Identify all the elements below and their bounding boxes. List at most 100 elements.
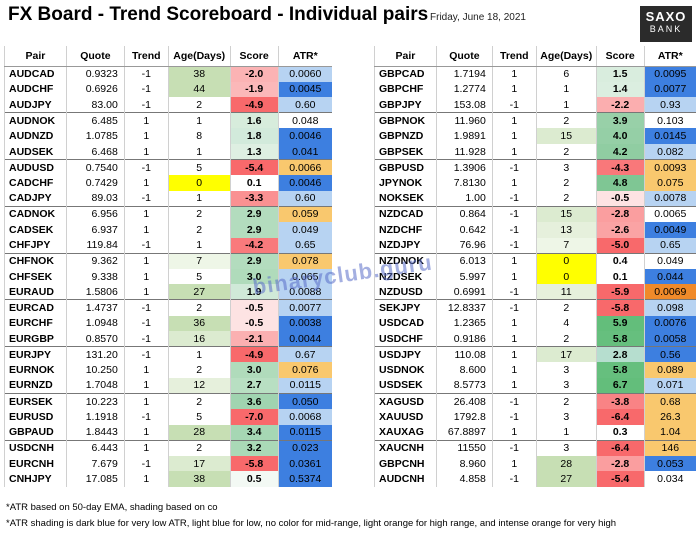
age-cell: 1	[167, 346, 231, 363]
table-row: EURNZD 1.7048 1 12 2.7 0.0115	[4, 377, 332, 394]
pair-cell: GBPJPY	[374, 97, 437, 113]
age-cell: 3	[535, 362, 597, 378]
quote-cell: 8.600	[435, 362, 493, 378]
atr-cell: 0.0065	[643, 205, 696, 222]
pair-cell: NZDSEK	[374, 268, 437, 285]
age-cell: 2	[535, 112, 597, 129]
table-row: USDJPY 110.08 1 17 2.8 0.56	[374, 346, 696, 363]
trend-cell: 1	[491, 455, 537, 472]
age-cell: 5	[167, 159, 231, 176]
pair-cell: NZDJPY	[374, 237, 437, 254]
pair-cell: GBPCHF	[374, 81, 437, 98]
age-cell: 0	[535, 268, 597, 285]
quote-cell: 67.8897	[435, 424, 493, 441]
pair-cell: EURJPY	[4, 346, 67, 363]
score-cell: 1.4	[595, 81, 645, 98]
score-cell: 3.0	[229, 362, 279, 378]
quote-cell: 0.8570	[65, 331, 125, 347]
pair-cell: AUDJPY	[4, 97, 67, 113]
trend-cell: 1	[123, 205, 169, 222]
table-row: XAUXAG 67.8897 1 1 0.3 1.04	[374, 424, 696, 441]
trend-cell: -1	[491, 221, 537, 238]
quote-cell: 6.443	[65, 439, 125, 456]
score-cell: -5.0	[595, 237, 645, 254]
atr-cell: 0.0361	[277, 455, 332, 472]
table-row: GBPUSD 1.3906 -1 3 -4.3 0.0093	[374, 159, 696, 176]
quote-cell: 83.00	[65, 97, 125, 113]
table-row: EURGBP 0.8570 -1 16 -2.1 0.0044	[4, 331, 332, 347]
quote-cell: 0.9186	[435, 331, 493, 347]
score-cell: 1.3	[229, 143, 279, 160]
table-row: NZDJPY 76.96 -1 7 -5.0 0.65	[374, 237, 696, 254]
score-cell: -1.9	[229, 81, 279, 98]
atr-cell: 0.049	[643, 252, 696, 269]
trend-cell: 1	[123, 362, 169, 378]
pair-cell: NZDUSD	[374, 284, 437, 300]
trend-cell: -1	[123, 299, 169, 316]
score-cell: -6.4	[595, 409, 645, 425]
table-row: USDSEK 8.5773 1 3 6.7 0.071	[374, 377, 696, 394]
atr-cell: 0.041	[277, 143, 332, 160]
quote-cell: 10.250	[65, 362, 125, 378]
age-cell: 28	[535, 455, 597, 472]
atr-cell: 0.071	[643, 377, 696, 394]
pair-cell: EURAUD	[4, 284, 67, 300]
pair-cell: CHFSEK	[4, 268, 67, 285]
age-cell: 2	[167, 299, 231, 316]
age-cell: 3	[535, 409, 597, 425]
quote-cell: 1.8443	[65, 424, 125, 441]
age-cell: 38	[167, 471, 231, 488]
age-cell: 2	[167, 439, 231, 456]
pair-cell: NZDCHF	[374, 221, 437, 238]
score-cell: 2.9	[229, 205, 279, 222]
trend-cell: -1	[491, 409, 537, 425]
age-cell: 8	[167, 128, 231, 144]
age-cell: 6	[535, 65, 597, 82]
atr-cell: 26.3	[643, 409, 696, 425]
atr-cell: 0.0077	[277, 299, 332, 316]
table-row: GBPSEK 11.928 1 2 4.2 0.082	[374, 143, 696, 160]
score-cell: 3.0	[229, 268, 279, 285]
table-row: GBPNOK 11.960 1 2 3.9 0.103	[374, 112, 696, 129]
col-header-score: Score	[595, 46, 645, 67]
age-cell: 3	[535, 439, 597, 456]
pair-cell: GBPSEK	[374, 143, 437, 160]
score-cell: -5.4	[229, 159, 279, 176]
trend-cell: 1	[491, 143, 537, 160]
trend-cell: 1	[491, 346, 537, 363]
score-cell: 0.1	[595, 268, 645, 285]
pair-cell: CADCHF	[4, 175, 67, 191]
score-cell: 3.4	[229, 424, 279, 441]
quote-cell: 110.08	[435, 346, 493, 363]
quote-cell: 8.5773	[435, 377, 493, 394]
trend-cell: 1	[491, 175, 537, 191]
atr-cell: 0.048	[277, 112, 332, 129]
trend-cell: 1	[491, 362, 537, 378]
pair-cell: CADJPY	[4, 190, 67, 207]
atr-cell: 0.56	[643, 346, 696, 363]
age-cell: 27	[535, 471, 597, 488]
trend-cell: -1	[123, 331, 169, 347]
trend-cell: -1	[491, 392, 537, 410]
trend-cell: 1	[491, 65, 537, 82]
age-cell: 38	[167, 65, 231, 82]
score-cell: -4.9	[229, 346, 279, 363]
trend-cell: -1	[491, 299, 537, 316]
pair-cell: NOKSEK	[374, 190, 437, 207]
quote-cell: 119.84	[65, 237, 125, 254]
score-cell: -6.4	[595, 439, 645, 456]
trend-cell: -1	[491, 190, 537, 207]
trend-cell: -1	[491, 439, 537, 456]
table-row: AUDUSD 0.7540 -1 5 -5.4 0.0066	[4, 159, 332, 176]
trend-cell: -1	[123, 455, 169, 472]
table-row: AUDCHF 0.6926 -1 44 -1.9 0.0045	[4, 81, 332, 98]
score-cell: 0.1	[229, 175, 279, 191]
table-row: NZDCHF 0.642 -1 13 -2.6 0.0049	[374, 221, 696, 238]
quote-cell: 1.7048	[65, 377, 125, 394]
quote-cell: 1.3906	[435, 159, 493, 176]
score-cell: -3.3	[229, 190, 279, 207]
quote-cell: 0.6991	[435, 284, 493, 300]
quote-cell: 11.960	[435, 112, 493, 129]
col-header-trend: Trend	[491, 46, 537, 67]
quote-cell: 6.013	[435, 252, 493, 269]
